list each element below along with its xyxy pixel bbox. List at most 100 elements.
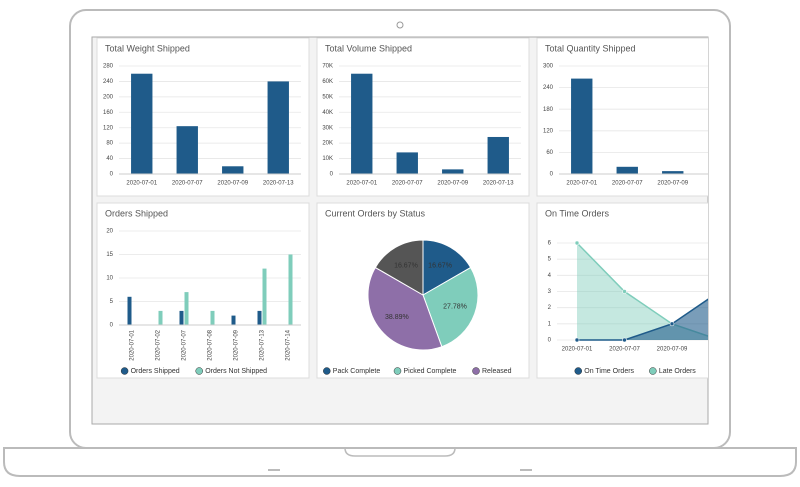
laptop-base	[3, 447, 797, 477]
chart-panel: On Time Orders 0 1 2 3 4 5 6 2020-07-01 2020-07-0…	[536, 202, 708, 379]
trackpad-notch	[344, 447, 456, 457]
bar	[176, 126, 198, 174]
x-tick-label: 2020-07-13	[260, 329, 266, 360]
point	[669, 321, 675, 327]
x-tick-label: 2020-07-13	[263, 181, 294, 187]
chart-panel: Orders Shipped 0 5 10 15 20 2020-07-01 2020-07-…	[96, 202, 310, 379]
y-tick-label: 300	[543, 64, 554, 70]
y-tick-label: 60K	[322, 79, 333, 85]
y-tick-label: 4	[548, 273, 552, 279]
legend-swatch	[393, 367, 402, 375]
y-tick-label: 0	[110, 172, 114, 178]
y-tick-label: 30K	[322, 125, 333, 131]
point	[574, 240, 580, 246]
legend-swatch	[120, 367, 129, 375]
pie-slice	[422, 239, 472, 296]
y-tick-label: 15	[106, 252, 113, 258]
legend-swatch	[195, 367, 203, 375]
y-tick-label: 50K	[322, 94, 333, 100]
bar	[396, 152, 418, 174]
bar	[179, 310, 184, 325]
bar	[288, 254, 293, 325]
dashboard: Total Weight Shipped04080120160200240280…	[96, 37, 708, 379]
x-tick-label: 2020-07-07	[612, 181, 643, 187]
panel-frame	[96, 202, 310, 379]
legend-swatch	[574, 367, 582, 375]
slice-label: 27.78%	[443, 304, 467, 311]
x-tick-label: 2020-07-13	[483, 181, 514, 187]
chart-panel: Total Volume Shipped 0 10K 20K 30K 40K 50K 60K 7…	[316, 37, 530, 197]
chart-panel: Total Weight Shipped 0 40 80 120 160 200 240 280…	[96, 37, 310, 197]
bar	[131, 73, 153, 174]
y-tick-label: 120	[543, 128, 554, 134]
y-tick-label: 70K	[322, 64, 333, 70]
bar	[222, 166, 244, 174]
bar	[158, 310, 163, 325]
chart-title: Total Weight Shipped	[105, 43, 190, 53]
legend-label: Pack Complete	[333, 368, 381, 375]
y-tick-label: 20K	[322, 141, 333, 147]
x-tick-label: 2020-07-01	[562, 347, 593, 353]
x-tick-label: 2020-07-01	[130, 329, 136, 360]
point	[622, 337, 627, 343]
x-tick-label: 2020-07-01	[346, 181, 377, 187]
bar	[231, 315, 236, 325]
x-tick-label: 2020-07-07	[609, 347, 640, 353]
bar	[351, 73, 373, 174]
x-tick-label: 2020-07-02	[156, 329, 162, 360]
slice-label: 16.67%	[428, 262, 452, 269]
legend-label: Picked Complete	[404, 368, 457, 375]
y-tick-label: 280	[103, 64, 114, 70]
chart-title: Total Volume Shipped	[325, 43, 412, 53]
x-tick-label: 2020-07-09	[657, 181, 688, 187]
legend-swatch	[472, 367, 480, 375]
x-tick-label: 2020-07-09	[217, 181, 248, 187]
x-tick-label: 2020-07-07	[182, 329, 188, 360]
x-tick-label: 2020-07-08	[208, 329, 214, 360]
area	[577, 243, 708, 340]
legend-label: Orders Not Shipped	[205, 368, 267, 375]
y-tick-label: 2	[548, 305, 552, 311]
y-tick-label: 40K	[322, 110, 333, 116]
pie-slice	[374, 239, 424, 296]
x-tick-label: 2020-07-07	[172, 181, 203, 187]
camera	[396, 21, 404, 29]
bar	[487, 136, 509, 174]
y-tick-label: 240	[543, 85, 554, 91]
chart-panel: Current Orders by Status 16.67% 27.78% 38.8…	[316, 202, 530, 379]
bar	[442, 169, 464, 174]
bar	[127, 296, 132, 325]
legend-swatch	[323, 367, 331, 375]
y-tick-label: 6	[548, 241, 552, 247]
legend-label: On Time Orders	[584, 368, 634, 375]
legend-label: Released	[482, 368, 512, 375]
y-tick-label: 160	[103, 110, 114, 116]
bar	[662, 171, 684, 174]
bar	[616, 166, 638, 174]
bar	[267, 81, 289, 174]
bar	[184, 292, 189, 325]
y-tick-label: 10K	[322, 156, 333, 162]
pie-slice	[367, 266, 443, 351]
y-tick-label: 5	[548, 257, 552, 263]
bar	[210, 310, 215, 325]
point	[574, 337, 580, 343]
y-tick-label: 200	[103, 94, 114, 100]
y-tick-label: 40	[106, 156, 113, 162]
point	[622, 289, 627, 294]
bar	[571, 78, 593, 174]
y-tick-label: 3	[548, 289, 552, 295]
chart-panel: Total Quantity Shipped 0 60 120 180 240 300 202…	[536, 37, 708, 197]
chart-title: Current Orders by Status	[325, 208, 426, 218]
slice-label: 16.67%	[394, 262, 418, 269]
y-tick-label: 240	[103, 79, 114, 85]
y-tick-label: 20	[106, 229, 113, 235]
x-tick-label: 2020-07-14	[286, 329, 292, 360]
y-tick-label: 0	[548, 338, 552, 344]
x-tick-label: 2020-07-01	[126, 181, 157, 187]
pie-slice	[422, 266, 479, 348]
y-tick-label: 60	[546, 150, 553, 156]
legend-swatch	[649, 367, 657, 375]
x-tick-label: 2020-07-07	[392, 181, 423, 187]
